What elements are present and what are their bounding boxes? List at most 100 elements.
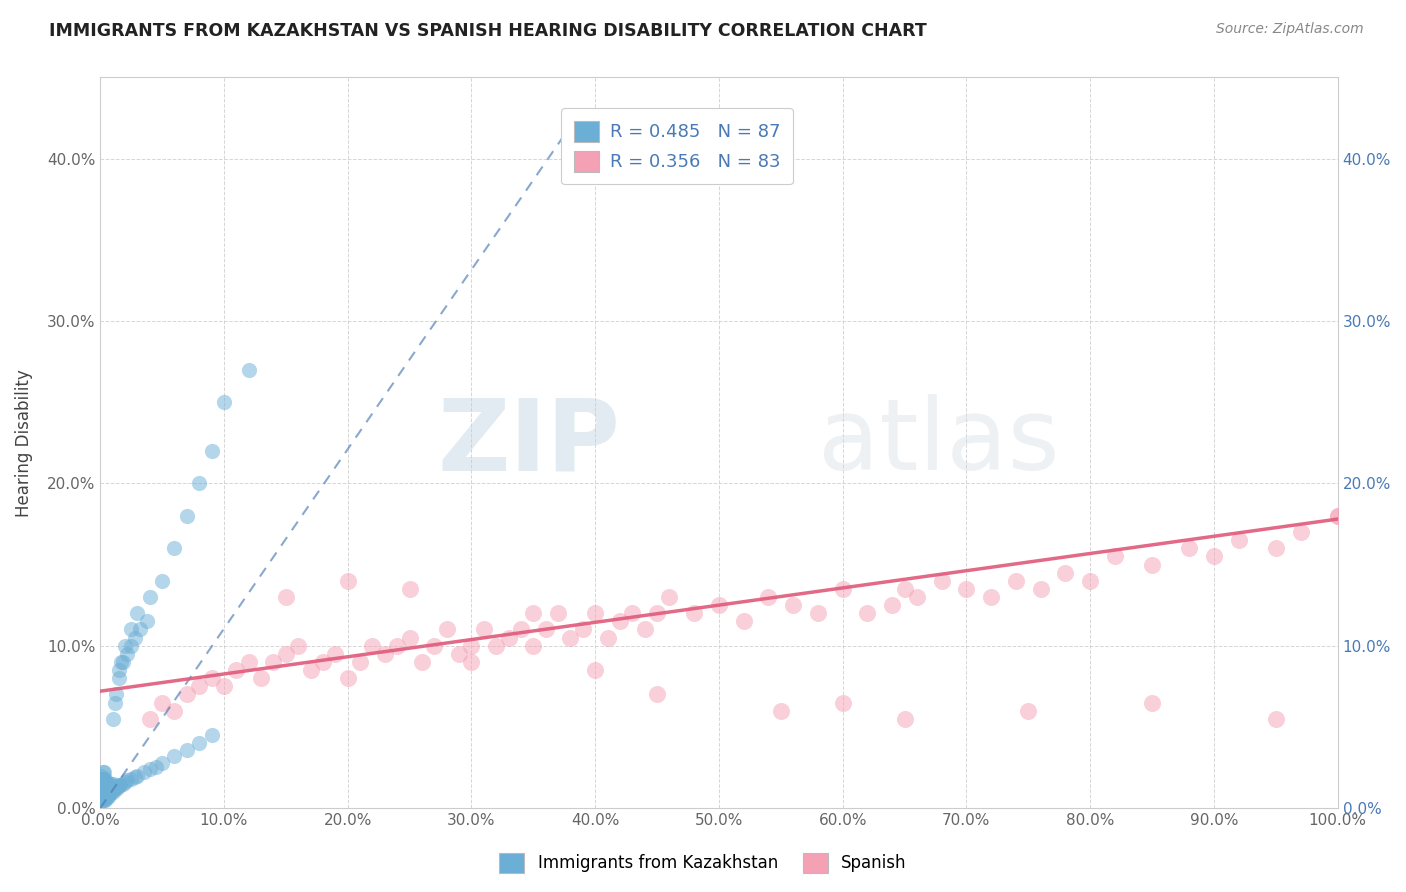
Point: [807, 606, 830, 620]
Point: [398, 631, 420, 645]
Point: [139, 712, 162, 726]
Point: [498, 631, 520, 645]
Point: [93, 793, 115, 807]
Point: [91, 787, 114, 801]
Point: [882, 598, 904, 612]
Point: [250, 671, 273, 685]
Point: [145, 760, 167, 774]
Point: [238, 362, 260, 376]
Point: [139, 590, 162, 604]
Text: IMMIGRANTS FROM KAZAKHSTAN VS SPANISH HEARING DISABILITY CORRELATION CHART: IMMIGRANTS FROM KAZAKHSTAN VS SPANISH HE…: [49, 22, 927, 40]
Point: [150, 574, 173, 588]
Y-axis label: Hearing Disability: Hearing Disability: [15, 369, 32, 516]
Point: [274, 590, 297, 604]
Point: [117, 647, 139, 661]
Point: [188, 679, 211, 693]
Point: [312, 655, 335, 669]
Point: [150, 696, 173, 710]
Point: [238, 655, 260, 669]
Point: [547, 606, 569, 620]
Point: [100, 777, 122, 791]
Point: [1140, 696, 1163, 710]
Point: [398, 582, 420, 596]
Point: [274, 647, 297, 661]
Point: [163, 704, 186, 718]
Point: [108, 671, 131, 685]
Point: [707, 598, 730, 612]
Point: [1289, 524, 1312, 539]
Point: [683, 606, 706, 620]
Point: [90, 777, 112, 791]
Point: [94, 793, 117, 807]
Point: [96, 781, 118, 796]
Point: [1227, 533, 1250, 548]
Point: [522, 606, 544, 620]
Point: [436, 623, 458, 637]
Point: [188, 476, 211, 491]
Point: [124, 770, 146, 784]
Point: [374, 647, 396, 661]
Point: [120, 772, 142, 786]
Point: [1104, 549, 1126, 564]
Point: [1140, 558, 1163, 572]
Point: [831, 696, 853, 710]
Point: [94, 772, 117, 786]
Point: [176, 508, 198, 523]
Point: [658, 590, 681, 604]
Point: [97, 788, 120, 802]
Point: [132, 765, 155, 780]
Point: [100, 785, 122, 799]
Point: [1078, 574, 1101, 588]
Point: [120, 623, 142, 637]
Point: [733, 615, 755, 629]
Point: [1326, 508, 1348, 523]
Point: [90, 780, 112, 794]
Point: [96, 787, 118, 801]
Point: [572, 623, 595, 637]
Point: [1264, 712, 1286, 726]
Point: [114, 639, 136, 653]
Point: [136, 615, 159, 629]
Point: [263, 655, 285, 669]
Point: [91, 777, 114, 791]
Point: [94, 788, 117, 802]
Point: [110, 655, 132, 669]
Legend: Immigrants from Kazakhstan, Spanish: Immigrants from Kazakhstan, Spanish: [492, 847, 914, 880]
Point: [336, 671, 359, 685]
Point: [1264, 541, 1286, 556]
Point: [101, 777, 124, 791]
Point: [782, 598, 804, 612]
Point: [201, 728, 224, 742]
Point: [212, 679, 235, 693]
Point: [1029, 582, 1052, 596]
Point: [583, 606, 606, 620]
Point: [108, 778, 131, 792]
Point: [1202, 549, 1225, 564]
Legend: R = 0.485   N = 87, R = 0.356   N = 83: R = 0.485 N = 87, R = 0.356 N = 83: [561, 109, 793, 185]
Point: [150, 756, 173, 770]
Point: [621, 606, 644, 620]
Point: [90, 781, 112, 796]
Point: [97, 777, 120, 791]
Text: atlas: atlas: [818, 394, 1060, 491]
Point: [163, 541, 186, 556]
Point: [127, 606, 149, 620]
Point: [411, 655, 433, 669]
Point: [139, 762, 162, 776]
Point: [90, 793, 112, 807]
Point: [94, 785, 117, 799]
Point: [645, 606, 668, 620]
Point: [336, 574, 359, 588]
Point: [905, 590, 928, 604]
Point: [472, 623, 495, 637]
Point: [108, 778, 131, 792]
Text: Source: ZipAtlas.com: Source: ZipAtlas.com: [1216, 22, 1364, 37]
Point: [90, 789, 112, 804]
Point: [856, 606, 879, 620]
Point: [103, 781, 125, 796]
Point: [1017, 704, 1039, 718]
Point: [1326, 508, 1348, 523]
Point: [176, 742, 198, 756]
Point: [98, 780, 121, 794]
Point: [105, 688, 128, 702]
